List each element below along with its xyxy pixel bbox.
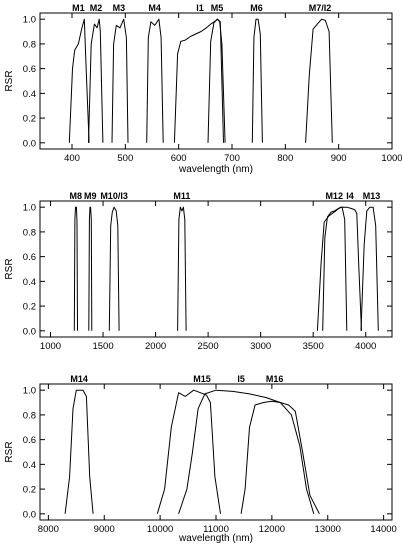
rsr-curve-7 [251,18,263,143]
band-label: M10/I3 [100,191,128,201]
x-tick-label: 700 [224,153,240,164]
y-tick-label: 0.4 [23,277,36,288]
y-tick-label: 1.0 [23,386,36,397]
band-label: M2 [90,3,103,13]
rsr-curve-4 [177,206,187,331]
y-axis-title: RSR [4,258,15,279]
x-tick-label: 3500 [303,341,324,352]
y-tick-label: 0.6 [23,435,36,446]
band-label: M12 [325,191,343,201]
rsr-curve-3 [108,206,120,331]
x-tick-label: 9000 [94,524,115,535]
band-label: M13 [363,191,381,201]
y-tick-label: 0.2 [23,485,36,496]
x-tick-label: 1500 [92,341,113,352]
y-axis-title: RSR [4,70,15,91]
y-tick-label: 0.8 [23,39,36,50]
x-tick-label: 14000 [370,524,396,535]
band-label: I4 [346,191,354,201]
y-tick-label: 1.0 [23,15,36,26]
x-tick-label: 600 [171,153,187,164]
y-tick-label: 0.6 [23,64,36,75]
rsr-curve-5 [322,206,348,331]
band-label: M6 [250,3,263,13]
rsr-curve-4 [240,400,320,515]
rsr-curve-3 [111,18,129,143]
plot-frame [39,383,393,521]
x-tick-label: 10000 [147,524,173,535]
y-tick-label: 0.2 [23,114,36,125]
rsr-curve-6 [207,18,226,143]
y-tick-label: 1.0 [23,203,36,214]
band-label: I5 [237,374,245,384]
band-label: M11 [173,191,190,201]
y-tick-label: 0.8 [23,227,36,238]
band-label: M5 [211,3,224,13]
x-tick-label: 8000 [38,524,59,535]
band-label: M3 [113,3,126,13]
x-tick-label: 11000 [203,524,229,535]
rsr-curve-2 [88,206,93,331]
chart-panel-1: 400 500 600 700 800 900 1000 0.0 0.2 0.4 0.6 0.8 1.0… [4,3,402,175]
band-label: M1 [72,3,85,13]
band-label: M9 [84,191,97,201]
rsr-curve-1 [68,18,90,143]
x-axis-title: wavelength (nm) [178,533,253,544]
band-label: M4 [148,3,161,13]
x-tick-label: 3000 [250,341,271,352]
x-tick-label: 400 [64,153,80,164]
y-axis-title: RSR [4,441,15,462]
rsr-curve-6 [316,206,362,331]
rsr-curve-1 [64,389,94,514]
x-tick-label: 13000 [315,524,341,535]
x-tick-label: 2000 [145,341,166,352]
x-tick-label: 900 [331,153,347,164]
rsr-curve-8 [305,18,333,143]
x-tick-label: 500 [117,153,133,164]
chart-panel-3: 8000 9000 10000 11000 12000 13000 14000 0.0 0.2 0… [4,374,397,544]
band-label: M8 [69,191,82,201]
rsr-curve-4 [146,18,164,143]
plot-frame [39,12,393,150]
y-tick-label: 0.4 [23,460,36,471]
rsr-curve-2 [156,389,221,514]
band-label: M7/I2 [309,3,332,13]
y-tick-label: 0.4 [23,89,36,100]
x-tick-label: 12000 [259,524,285,535]
x-tick-label: 1000 [381,153,402,164]
rsr-curve-2 [88,18,104,143]
band-label: M15 [193,374,211,384]
band-label: M16 [266,374,284,384]
band-label: M14 [70,374,88,384]
x-tick-label: 4000 [355,341,376,352]
y-tick-label: 0.0 [23,138,36,149]
band-label: I1 [196,3,204,13]
y-tick-label: 0.0 [23,509,36,520]
chart-panel-2: 1000 1500 2000 2500 3000 3500 4000 0.0 0.2 0.4 0.6… [4,191,393,352]
y-tick-label: 0.0 [23,326,36,337]
rsr-curve-3 [178,389,315,514]
x-tick-label: 1000 [40,341,61,352]
rsr-curve-5 [173,18,224,143]
x-tick-label: 800 [277,153,293,164]
y-tick-label: 0.8 [23,410,36,421]
x-tick-label: 2500 [198,341,219,352]
y-tick-label: 0.2 [23,302,36,313]
x-axis-title: wavelength (nm) [178,164,253,175]
rsr-curve-1 [73,206,78,331]
y-tick-label: 0.6 [23,252,36,263]
plot-frame [39,200,393,338]
rsr-curve-7 [360,206,379,331]
